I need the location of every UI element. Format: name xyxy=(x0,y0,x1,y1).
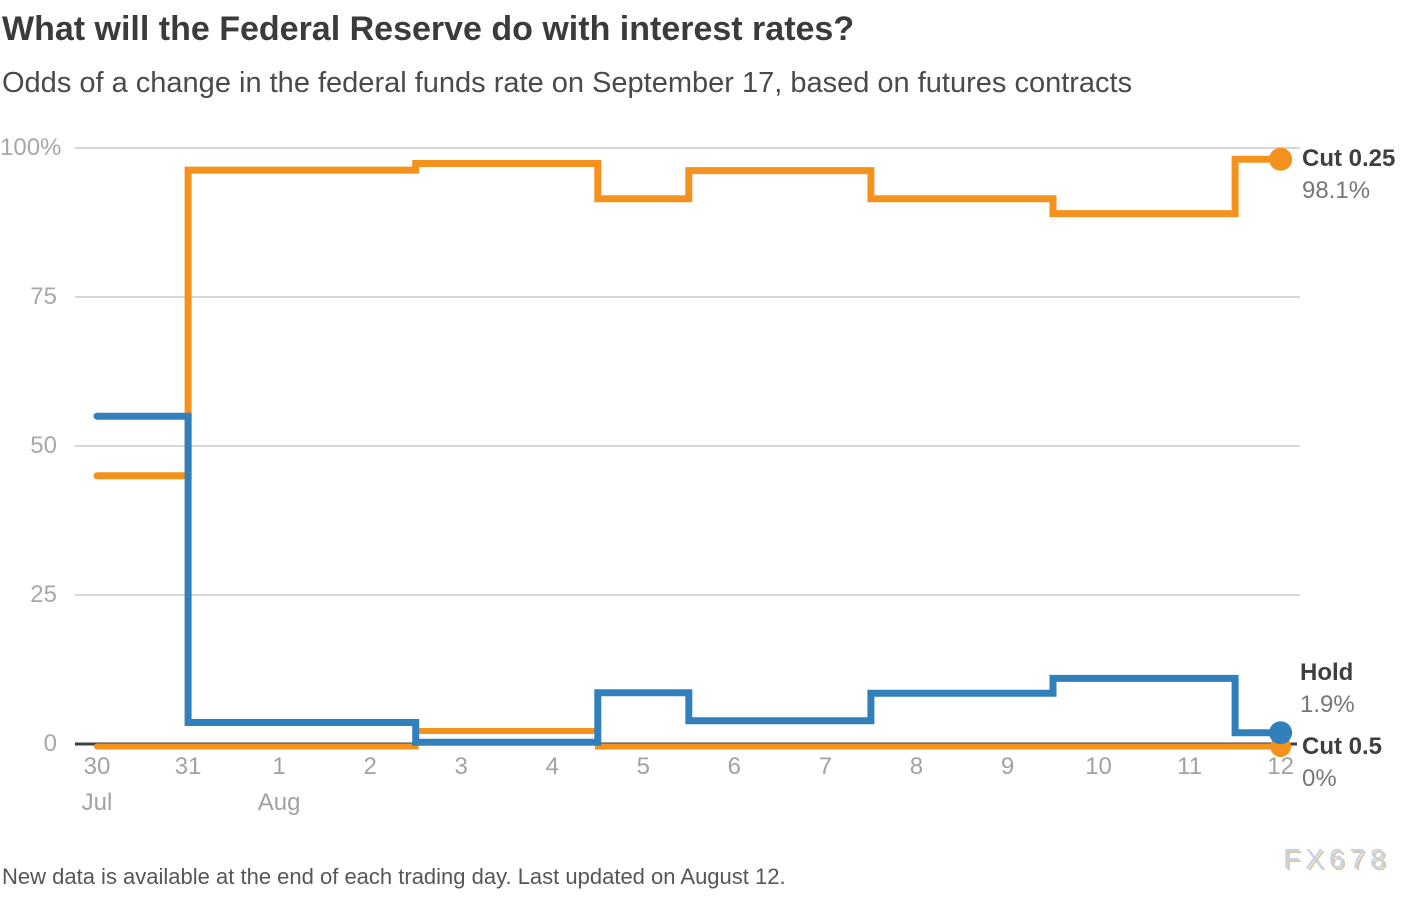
x-tick-label-3: 3 xyxy=(454,753,468,780)
x-tick-label-6: 6 xyxy=(727,753,742,780)
y-tick-label-50: 50 xyxy=(30,432,57,459)
series-end-dot-hold xyxy=(1269,721,1293,745)
annotation-cut-025-value: 98.1% xyxy=(1302,177,1371,204)
y-tick-label-25: 25 xyxy=(30,581,57,608)
footnote: New data is available at the end of each… xyxy=(2,864,786,889)
x-month-label-aug: Aug xyxy=(257,789,301,816)
x-tick-label-10: 10 xyxy=(1085,753,1112,780)
annotation-cut-025-label: Cut 0.25 xyxy=(1302,145,1396,172)
annotation-hold-value: 1.9% xyxy=(1300,691,1355,718)
x-tick-label-9: 9 xyxy=(1000,753,1015,780)
x-tick-label-4: 4 xyxy=(545,753,559,780)
x-tick-label-5: 5 xyxy=(636,753,650,780)
x-tick-label-7: 7 xyxy=(818,753,833,780)
x-tick-label-2: 2 xyxy=(363,753,377,780)
annotation-cut-05-value: 0% xyxy=(1302,765,1337,792)
x-tick-label-12: 12 xyxy=(1267,753,1294,780)
annotation-hold-label: Hold xyxy=(1300,659,1354,686)
y-tick-label-100: 100% xyxy=(0,134,62,161)
y-tick-label-0: 0 xyxy=(43,730,57,757)
series-line-hold xyxy=(93,412,1285,746)
annotation-cut-05-label: Cut 0.5 xyxy=(1302,733,1383,760)
series-line-cut-0-5 xyxy=(94,728,1284,750)
chart-subtitle: Odds of a change in the federal funds ra… xyxy=(2,67,1133,99)
y-tick-label-75: 75 xyxy=(30,283,57,310)
x-tick-label-31: 31 xyxy=(174,753,202,780)
annotation-cut-025: Cut 0.25 98.1% xyxy=(1302,143,1395,207)
x-tick-label-30: 30 xyxy=(83,753,111,780)
x-tick-label-8: 8 xyxy=(909,753,924,780)
series-line-cut-0-25 xyxy=(93,155,1285,480)
x-month-label-jul: Jul xyxy=(81,789,113,816)
annotation-cut-05: Cut 0.5 0% xyxy=(1302,731,1382,795)
x-tick-label-1: 1 xyxy=(272,753,286,780)
x-tick-label-11: 11 xyxy=(1177,753,1203,780)
annotation-hold: Hold 1.9% xyxy=(1300,657,1355,721)
chart-title: What will the Federal Reserve do with in… xyxy=(2,10,855,48)
watermark-fx678: FX678 xyxy=(1283,843,1391,874)
series-end-dot-cut-0-25 xyxy=(1269,147,1293,171)
